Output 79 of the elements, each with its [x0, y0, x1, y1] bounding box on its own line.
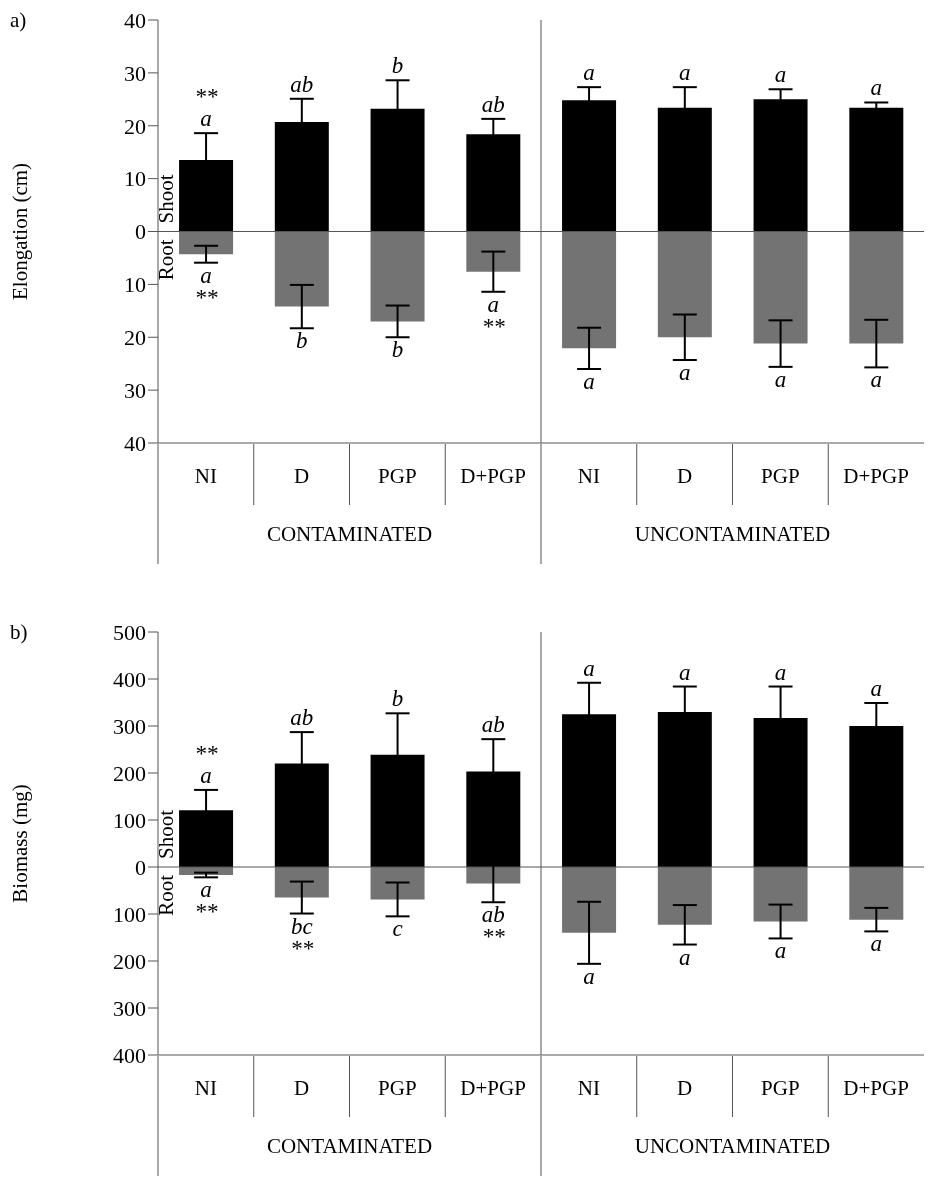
data-label: a — [774, 938, 787, 964]
data-label: ** a — [194, 740, 219, 788]
chart-title: b) — [10, 620, 28, 645]
text: UNCONTAMINATED — [634, 1134, 831, 1158]
text: Shoot — [154, 174, 178, 224]
x-tick-label: D+PGP — [460, 1076, 526, 1100]
x-tick-label: NI — [194, 1076, 217, 1100]
data-label: a — [870, 75, 883, 101]
data-label: a — [583, 368, 595, 394]
y-tick-label: 20 — [124, 113, 146, 139]
data-label: a — [774, 366, 787, 392]
text: CONTAMINATED — [266, 522, 433, 546]
y-axis-title: Elongation (cm) — [8, 162, 33, 301]
data-label: a — [870, 367, 883, 393]
y-tick-label: 200 — [113, 948, 146, 974]
data-label: ab ** — [481, 902, 506, 950]
text: UNCONTAMINATED — [634, 522, 831, 546]
x-tick-label: D — [294, 464, 310, 488]
x-tick-label: D+PGP — [460, 464, 526, 488]
chart-title: a) — [10, 8, 27, 33]
data-label: ab — [481, 712, 505, 738]
data-label: b — [391, 686, 404, 712]
x-tick-label: PGP — [378, 464, 417, 488]
y-tick-label: 0 — [135, 854, 146, 880]
text: Root — [154, 874, 178, 916]
data-label: a — [679, 359, 691, 385]
x-tick-label: PGP — [378, 1076, 417, 1100]
data-label: a — [774, 62, 787, 88]
data-label: a — [679, 60, 691, 86]
data-label: ab — [290, 705, 314, 731]
x-tick-label: NI — [577, 464, 600, 488]
y-tick-label: 300 — [113, 995, 146, 1021]
data-label: a — [679, 659, 691, 685]
data-label: a ** — [194, 262, 219, 310]
y-tick-label: 400 — [113, 666, 146, 692]
y-tick-label: 400 — [113, 1042, 146, 1068]
y-tick-label: 40 — [124, 430, 146, 456]
data-label: a — [583, 655, 595, 681]
y-tick-label: 500 — [113, 619, 146, 645]
data-label: c — [392, 916, 403, 942]
y-tick-label: 300 — [113, 713, 146, 739]
x-tick-label: NI — [577, 1076, 600, 1100]
y-tick-label: 100 — [113, 807, 146, 833]
data-label: b — [391, 53, 404, 79]
data-label: a — [870, 931, 883, 957]
text: Shoot — [154, 809, 178, 859]
data-label: a — [870, 675, 883, 701]
data-label: ab — [481, 91, 505, 117]
y-tick-label: 40 — [124, 7, 146, 33]
data-label: a — [583, 60, 595, 86]
x-tick-label: D+PGP — [843, 1076, 909, 1100]
x-tick-label: D — [294, 1076, 310, 1100]
data-label: b — [296, 328, 308, 354]
y-tick-label: 10 — [124, 272, 146, 298]
data-label: ** a — [194, 84, 219, 132]
data-label: a — [774, 659, 787, 685]
y-tick-label: 100 — [113, 901, 146, 927]
x-tick-label: D+PGP — [843, 464, 909, 488]
text: Root — [154, 239, 178, 281]
y-tick-label: 10 — [124, 166, 146, 192]
data-label: a ** — [194, 877, 219, 925]
y-tick-label: 30 — [124, 377, 146, 403]
data-label: b — [391, 337, 404, 363]
y-tick-label: 30 — [124, 60, 146, 86]
x-tick-label: D — [677, 1076, 693, 1100]
data-label: a — [583, 963, 595, 989]
x-tick-label: PGP — [761, 464, 800, 488]
data-label: a ** — [481, 291, 506, 339]
data-label: ab — [290, 71, 314, 97]
data-label: a — [679, 944, 691, 970]
data-label: bc ** — [290, 913, 314, 961]
x-tick-label: D — [677, 464, 693, 488]
x-tick-label: NI — [194, 464, 217, 488]
y-tick-label: 0 — [135, 219, 146, 245]
y-tick-label: 20 — [124, 325, 146, 351]
x-tick-label: PGP — [761, 1076, 800, 1100]
text: CONTAMINATED — [266, 1134, 433, 1158]
y-tick-label: 200 — [113, 760, 146, 786]
y-axis-title: Biomass (mg) — [8, 784, 33, 903]
